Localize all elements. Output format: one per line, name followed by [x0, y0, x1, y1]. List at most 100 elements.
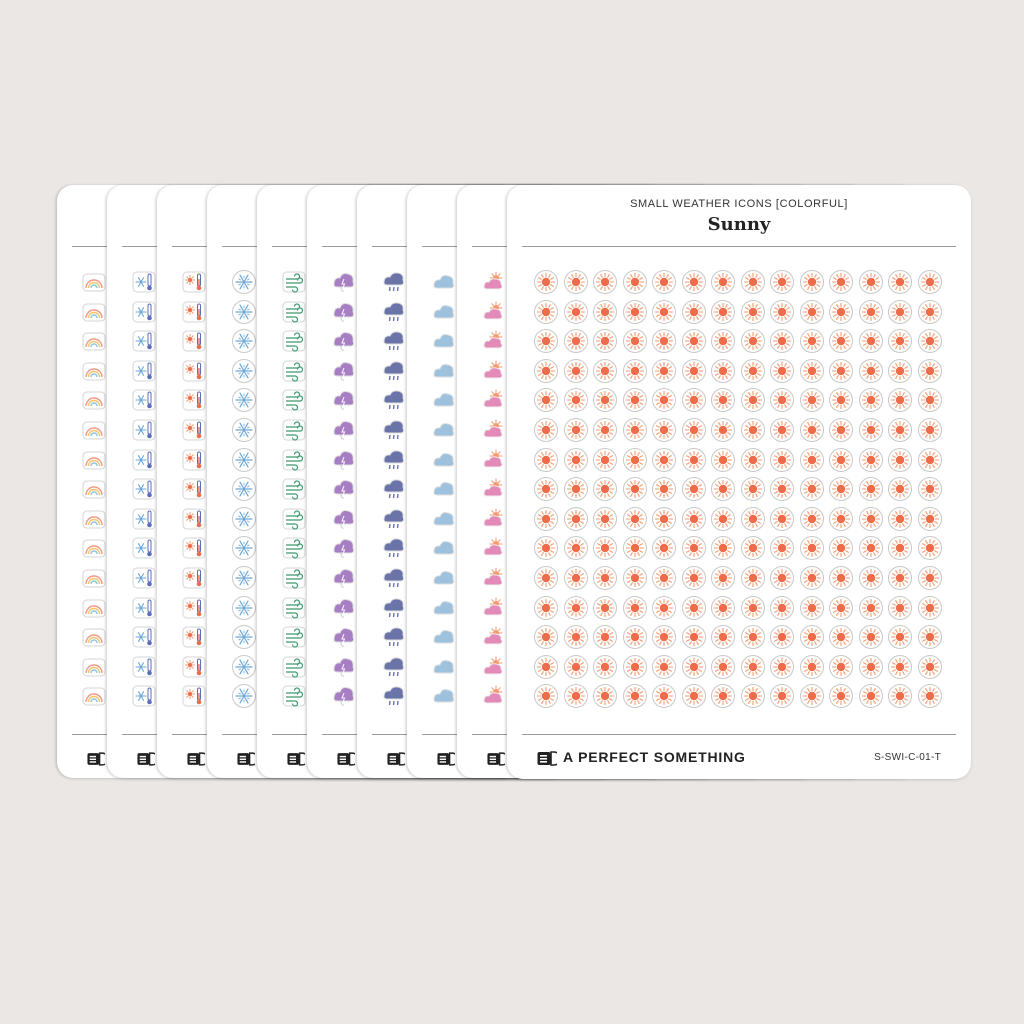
- rainbow-icon: [81, 358, 107, 384]
- rain-cloud-icon: [381, 535, 407, 561]
- sun-icon: [622, 683, 648, 709]
- brand-logo-icon: [387, 752, 405, 766]
- storm-cloud-icon: [331, 417, 357, 443]
- sticker-grid: [533, 269, 945, 713]
- brand-logo-icon: [187, 752, 205, 766]
- sun-icon: [828, 654, 854, 680]
- sun-icon: [592, 269, 618, 295]
- sun-icon: [710, 654, 736, 680]
- snowflake-icon: [231, 624, 257, 650]
- rain-cloud-icon: [381, 476, 407, 502]
- sun-icon: [592, 683, 618, 709]
- rainbow-icon: [81, 506, 107, 532]
- snow-thermometer-icon: [131, 535, 157, 561]
- sun-icon: [563, 269, 589, 295]
- snow-thermometer-icon: [131, 328, 157, 354]
- sun-icon: [533, 565, 559, 591]
- wind-icon: [281, 683, 307, 709]
- hot-thermometer-icon: [181, 447, 207, 473]
- sun-icon: [858, 328, 884, 354]
- hot-thermometer-icon: [181, 624, 207, 650]
- wind-icon: [281, 328, 307, 354]
- rain-cloud-icon: [381, 358, 407, 384]
- sun-icon: [681, 476, 707, 502]
- sun-icon: [799, 447, 825, 473]
- sun-icon: [858, 654, 884, 680]
- sun-icon: [592, 387, 618, 413]
- brand-name: A PERFECT SOMETHING: [563, 749, 746, 765]
- rain-cloud-icon: [381, 506, 407, 532]
- wind-icon: [281, 595, 307, 621]
- sun-icon: [858, 269, 884, 295]
- sun-icon: [740, 535, 766, 561]
- sun-icon: [651, 565, 677, 591]
- cloud-icon: [431, 654, 457, 680]
- partly-cloudy-icon: [481, 476, 507, 502]
- sun-icon: [799, 387, 825, 413]
- sun-icon: [622, 476, 648, 502]
- sun-icon: [533, 624, 559, 650]
- sun-icon: [592, 299, 618, 325]
- snow-thermometer-icon: [131, 624, 157, 650]
- sun-icon: [740, 565, 766, 591]
- storm-cloud-icon: [331, 654, 357, 680]
- sun-icon: [710, 269, 736, 295]
- sun-icon: [533, 476, 559, 502]
- snowflake-icon: [231, 358, 257, 384]
- sun-icon: [828, 624, 854, 650]
- sun-icon: [740, 417, 766, 443]
- sun-icon: [533, 447, 559, 473]
- sun-icon: [799, 299, 825, 325]
- partly-cloudy-icon: [481, 299, 507, 325]
- wind-icon: [281, 624, 307, 650]
- snowflake-icon: [231, 417, 257, 443]
- rain-cloud-icon: [381, 417, 407, 443]
- sun-icon: [533, 417, 559, 443]
- sun-icon: [740, 683, 766, 709]
- sun-icon: [917, 506, 943, 532]
- snowflake-icon: [231, 328, 257, 354]
- sun-icon: [828, 387, 854, 413]
- sun-icon: [681, 535, 707, 561]
- partly-cloudy-icon: [481, 654, 507, 680]
- sun-icon: [740, 328, 766, 354]
- snowflake-icon: [231, 595, 257, 621]
- sun-icon: [681, 624, 707, 650]
- sun-icon: [858, 535, 884, 561]
- cloud-icon: [431, 269, 457, 295]
- rain-cloud-icon: [381, 683, 407, 709]
- sun-icon: [828, 565, 854, 591]
- partly-cloudy-icon: [481, 506, 507, 532]
- brand-logo-icon: [537, 751, 557, 766]
- sun-icon: [592, 654, 618, 680]
- sun-icon: [563, 328, 589, 354]
- sun-icon: [828, 535, 854, 561]
- partly-cloudy-icon: [481, 624, 507, 650]
- sun-icon: [533, 595, 559, 621]
- sun-icon: [681, 299, 707, 325]
- sun-icon: [592, 447, 618, 473]
- storm-cloud-icon: [331, 595, 357, 621]
- rainbow-icon: [81, 654, 107, 680]
- sun-icon: [710, 595, 736, 621]
- wind-icon: [281, 417, 307, 443]
- rain-cloud-icon: [381, 328, 407, 354]
- cloud-icon: [431, 417, 457, 443]
- sun-icon: [828, 269, 854, 295]
- sun-icon: [592, 358, 618, 384]
- sun-icon: [740, 506, 766, 532]
- sun-icon: [681, 654, 707, 680]
- sun-icon: [887, 683, 913, 709]
- cloud-icon: [431, 387, 457, 413]
- rainbow-icon: [81, 269, 107, 295]
- sun-icon: [622, 624, 648, 650]
- sun-icon: [622, 328, 648, 354]
- sun-icon: [622, 535, 648, 561]
- rain-cloud-icon: [381, 387, 407, 413]
- sun-icon: [592, 506, 618, 532]
- sun-icon: [651, 506, 677, 532]
- snow-thermometer-icon: [131, 654, 157, 680]
- wind-icon: [281, 447, 307, 473]
- sun-icon: [799, 506, 825, 532]
- sun-icon: [769, 624, 795, 650]
